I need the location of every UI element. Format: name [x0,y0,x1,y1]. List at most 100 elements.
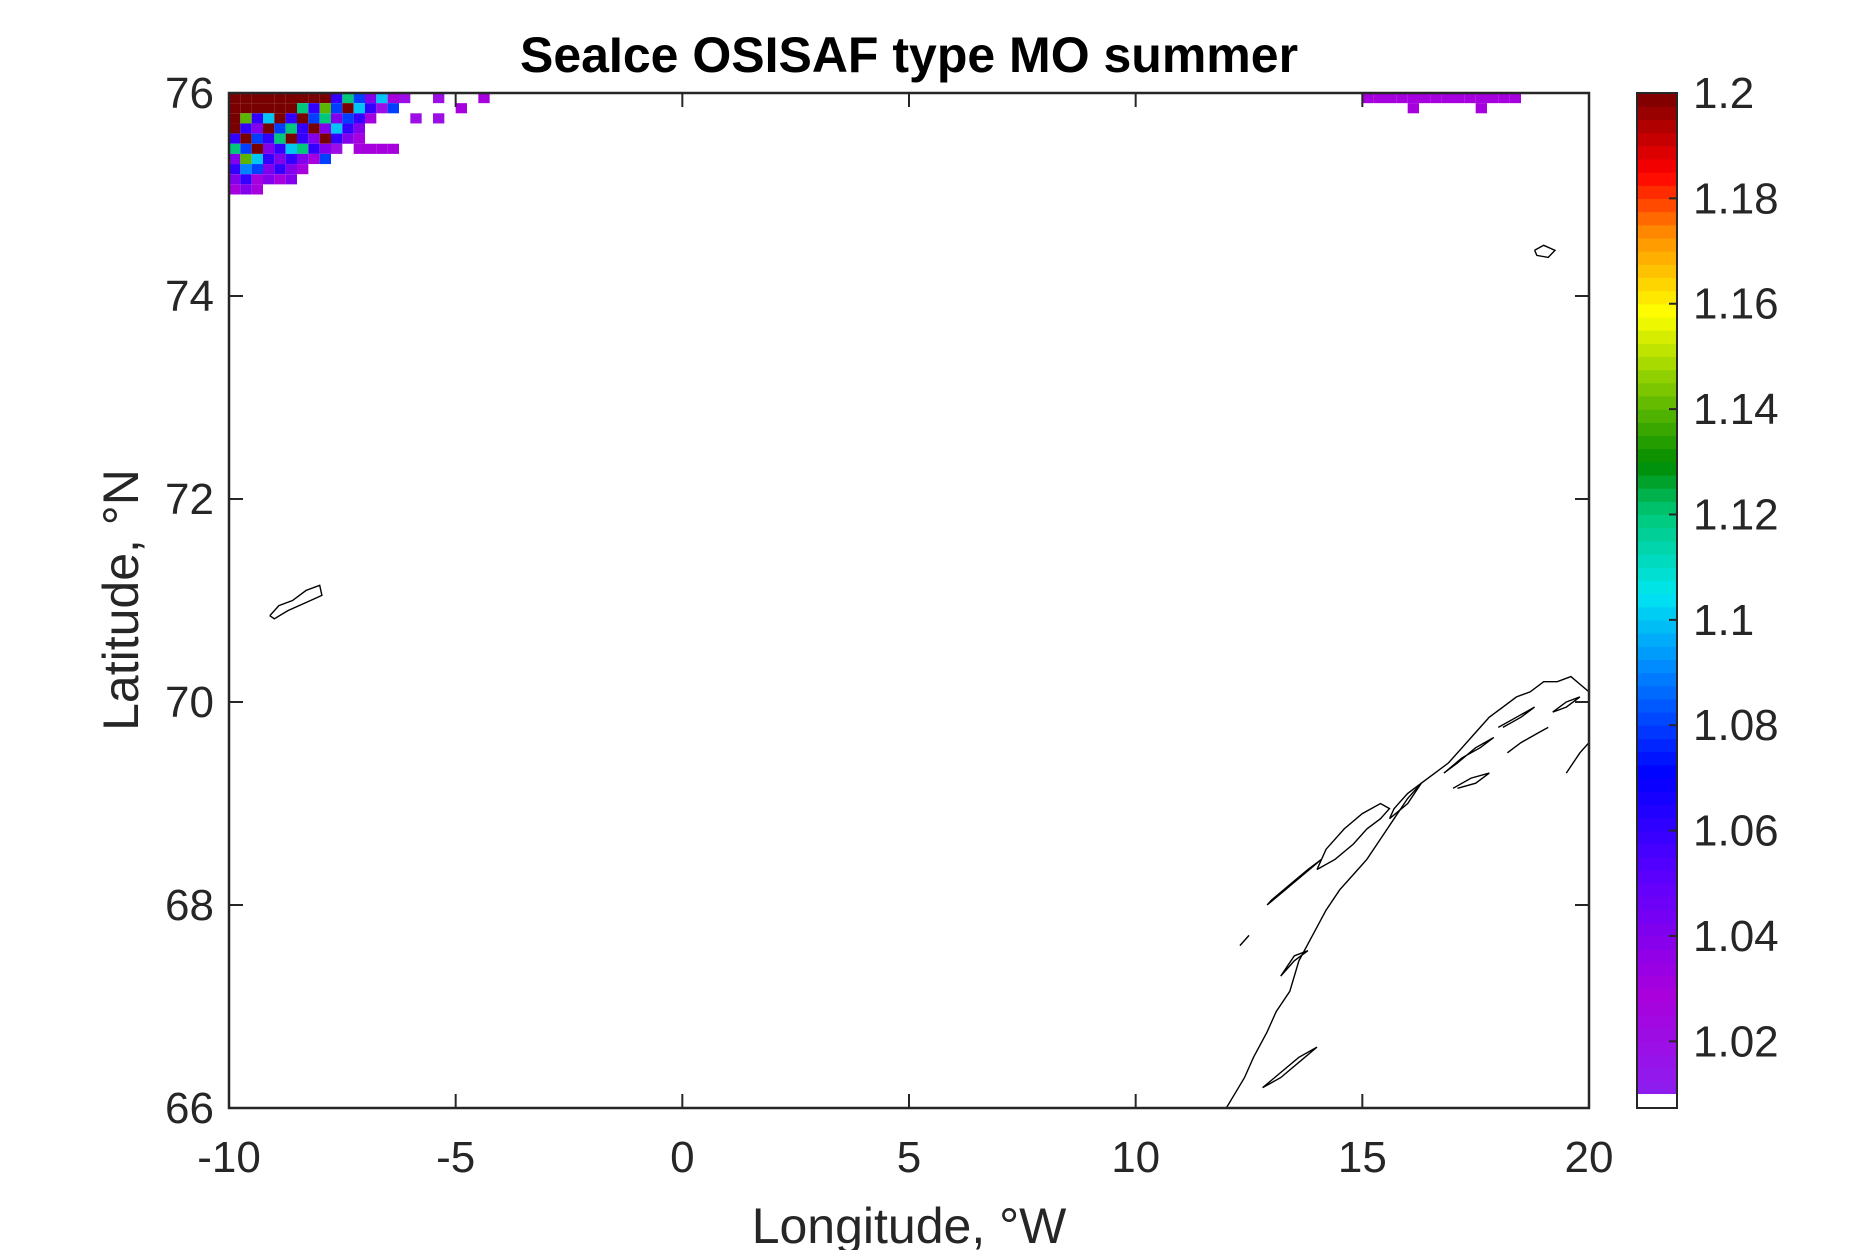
x-tick-label: -5 [436,1133,475,1182]
heatmap-cell [251,143,263,154]
heatmap-cell [251,153,263,165]
x-tick-label: -10 [197,1133,261,1182]
heatmap-cell [353,143,365,154]
colorbar-segment [1637,804,1677,819]
heatmap-cell [274,113,286,124]
heatmap-cell [376,103,388,114]
y-tick-label: 74 [165,272,214,321]
colorbar-segment [1637,672,1677,687]
colorbar-segment [1637,817,1677,832]
heatmap-cell [319,103,331,114]
heatmap-cell [342,93,354,104]
heatmap-cell [274,133,286,144]
colorbar-segment [1637,870,1677,884]
colorbar-tick-label: 1.12 [1693,490,1779,539]
heatmap-cell [319,113,331,124]
heatmap-cell [274,143,286,154]
coastlines [269,244,1590,1109]
heatmap-cell [1396,93,1408,104]
x-tick-label: 15 [1338,1133,1387,1182]
heatmap-cell [308,93,320,104]
heatmap-cell [251,174,263,185]
colorbar-segment [1637,527,1677,542]
heatmap-cell [319,123,331,134]
colorbar-segment [1637,962,1677,977]
heatmap-cell [240,164,252,175]
heatmap-cell [297,93,309,104]
heatmap-cells [229,93,1521,195]
coastline [1443,736,1495,774]
colorbar-segment [1637,185,1677,199]
heatmap-cell [342,123,354,134]
colorbar-tick-label: 1.04 [1693,912,1779,961]
y-axis-ticks: 66 68 70 72 74 76 [165,69,1589,1133]
colorbar-segment [1637,883,1677,898]
heatmap-cell [297,103,309,114]
heatmap-cell [263,143,275,154]
heatmap-cell [342,133,354,144]
colorbar-segment [1637,224,1677,239]
heatmap-cell [229,164,241,175]
colorbar-segment [1637,659,1677,674]
heatmap-cell [263,123,275,134]
colorbar-segment [1637,949,1677,963]
heatmap-cell [263,113,275,124]
colorbar-segment [1637,316,1677,331]
colorbar-segment [1637,1014,1677,1029]
colorbar-gradient [1637,93,1677,1108]
colorbar-segment [1637,119,1677,134]
heatmap-cell [376,143,388,154]
heatmap-cell [308,103,320,114]
colorbar-segment [1637,488,1677,502]
colorbar-segment [1637,343,1677,358]
coastline [1239,934,1250,947]
colorbar-segment [1637,896,1677,911]
heatmap-cell [331,133,343,144]
heatmap-cell [251,113,263,124]
colorbar-segment [1637,106,1677,120]
colorbar-segment [1637,264,1677,278]
heatmap-cell [1419,93,1431,104]
heatmap-cell [274,103,286,114]
coastline [1565,742,1590,774]
heatmap-cell [263,164,275,175]
colorbar-segment [1637,330,1677,344]
heatmap-cell [365,93,377,104]
heatmap-cell [308,123,320,134]
colorbar: 1.02 1.04 1.06 1.08 1.1 1.12 1.14 1.16 1.18 1.2 [1636,69,1779,1109]
heatmap-cell [240,143,252,154]
heatmap-cell [251,123,263,134]
colorbar-segment [1637,369,1677,384]
heatmap-cell [263,153,275,165]
heatmap-cell [251,133,263,144]
coastline [1262,1046,1318,1089]
heatmap-cell [240,184,252,195]
heatmap-cell [297,123,309,134]
heatmap-cell [285,153,297,165]
heatmap-cell [240,174,252,185]
heatmap-cell [433,113,445,124]
heatmap-cell [240,153,252,165]
colorbar-segment [1637,1080,1677,1095]
heatmap-cell [274,174,286,185]
colorbar-below-min [1637,1094,1677,1108]
coastline [1497,706,1536,729]
heatmap-cell [1407,103,1419,114]
colorbar-segment [1637,712,1677,726]
colorbar-segment [1637,1028,1677,1042]
heatmap-cell [319,133,331,144]
heatmap-cell [251,103,263,114]
coastline [1316,802,1391,871]
colorbar-segment [1637,290,1677,305]
heatmap-cell [410,113,422,124]
heatmap-cell [251,93,263,104]
x-tick-label: 5 [897,1133,921,1182]
heatmap-cell [297,133,309,144]
colorbar-segment [1637,975,1677,990]
heatmap-cell [229,93,241,104]
colorbar-tick-label: 1.18 [1693,174,1779,223]
coastline [1552,696,1581,713]
colorbar-segment [1637,843,1677,858]
y-tick-label: 66 [165,1084,214,1133]
